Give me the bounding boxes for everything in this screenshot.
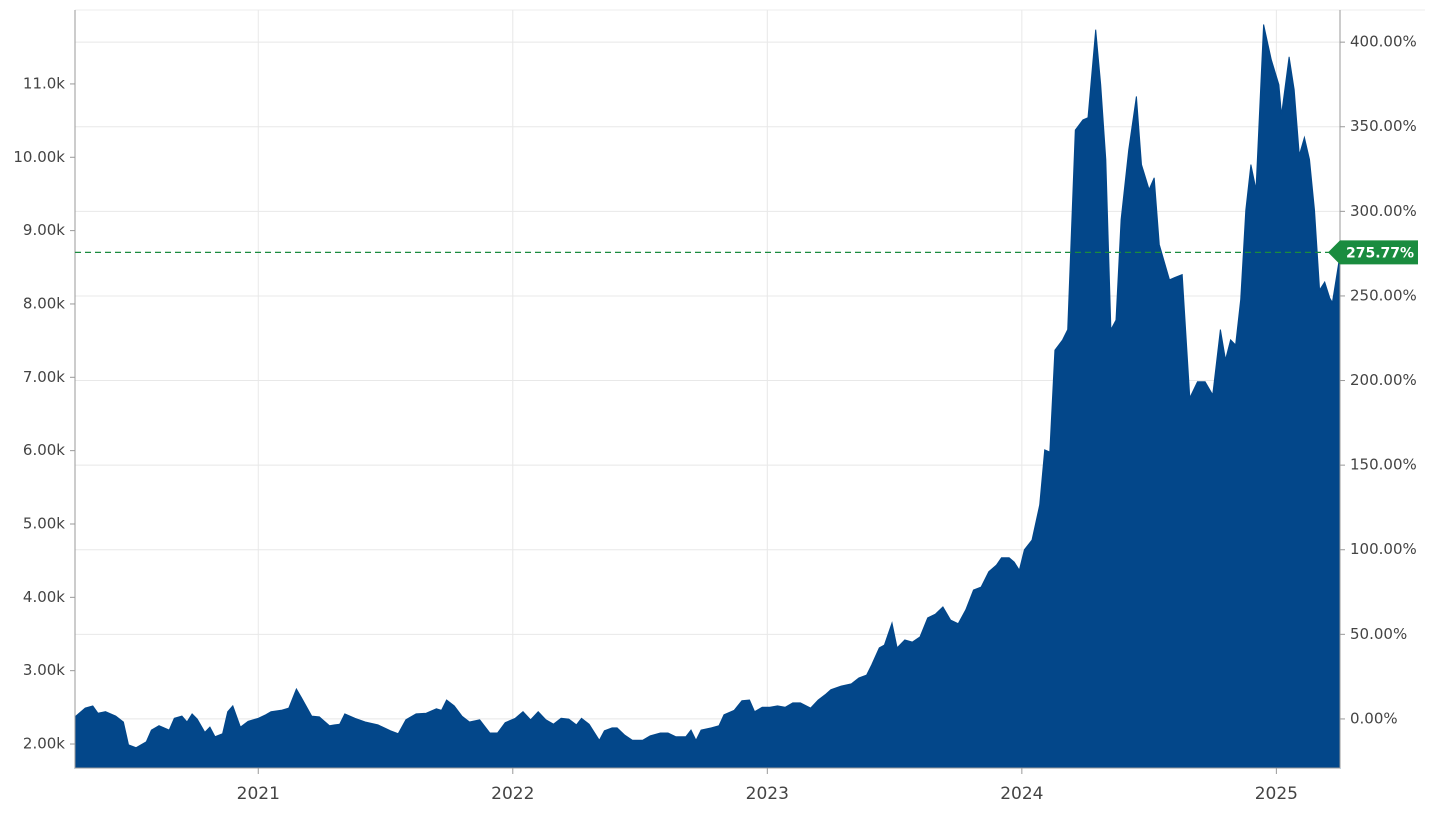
y-tick-label: 8.00k [23, 294, 65, 312]
y-tick-label: 9.00k [23, 221, 65, 239]
reference-label: 275.77% [1346, 245, 1414, 261]
y-tick-label: 3.00k [23, 661, 65, 679]
y2-tick-label: 400.00% [1350, 33, 1417, 51]
y-tick-label: 5.00k [23, 514, 65, 532]
y-tick-label: 10.00k [13, 148, 65, 166]
y2-tick-label: 300.00% [1350, 202, 1417, 220]
x-tick-label: 2023 [746, 784, 789, 804]
y2-tick-label: 100.00% [1350, 540, 1417, 558]
x-tick-label: 2021 [237, 784, 280, 804]
area [74, 24, 1341, 769]
reference-flag [1328, 240, 1418, 265]
y2-tick-label: 50.00% [1350, 625, 1407, 643]
y2-tick-label: 0.00% [1350, 709, 1398, 727]
y2-tick-label: 250.00% [1350, 286, 1417, 304]
y2-tick-label: 150.00% [1350, 456, 1417, 474]
x-tick-label: 2024 [1000, 784, 1043, 804]
y-tick-label: 6.00k [23, 441, 65, 459]
x-tick-label: 2025 [1255, 784, 1298, 804]
y-tick-label: 7.00k [23, 368, 65, 386]
y-tick-label: 11.0k [23, 74, 65, 92]
y-tick-label: 4.00k [23, 588, 65, 606]
y2-tick-label: 350.00% [1350, 117, 1417, 135]
x-tick-label: 2022 [491, 784, 534, 804]
y-tick-label: 2.00k [23, 735, 65, 753]
y2-tick-label: 200.00% [1350, 371, 1417, 389]
